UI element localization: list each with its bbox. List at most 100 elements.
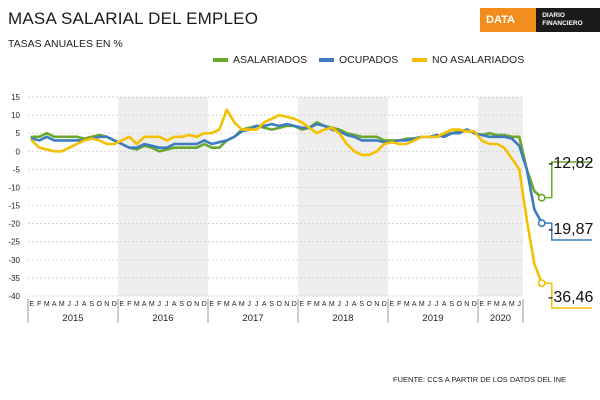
legend-swatch-no-asalariados — [412, 58, 427, 62]
year-label: 2019 — [422, 313, 443, 324]
datadf-logo: DATA DF DIARIO FINANCIERO — [480, 8, 600, 50]
end-label-leader-asalariados — [541, 161, 592, 199]
month-tick-label: D — [292, 301, 297, 308]
month-tick-label: J — [428, 301, 432, 308]
y-tick-label: -5 — [13, 165, 21, 174]
legend-item-asalariados: ASALARIADOS — [213, 54, 307, 66]
month-tick-label: E — [479, 301, 484, 308]
month-tick-label: S — [269, 301, 274, 308]
month-tick-label: A — [502, 301, 507, 308]
year-band-2020 — [478, 97, 523, 296]
month-tick-label: S — [89, 301, 94, 308]
chart-title: MASA SALARIAL DEL EMPLEO — [8, 9, 259, 28]
series-line-no-asalariados — [30, 108, 544, 285]
month-tick-label: S — [359, 301, 364, 308]
month-tick-label: M — [44, 301, 50, 308]
legend-label-asalariados: ASALARIADOS — [233, 54, 308, 66]
month-tick-label: N — [374, 301, 379, 308]
series-line-asalariados — [30, 121, 544, 199]
legend-label-ocupados: OCUPADOS — [339, 54, 399, 66]
y-tick-label: -40 — [8, 292, 20, 301]
month-tick-label: E — [299, 301, 304, 308]
month-tick-label: E — [119, 301, 124, 308]
month-tick-label: M — [419, 301, 425, 308]
month-tick-label: E — [29, 301, 34, 308]
month-tick-label: N — [194, 301, 199, 308]
chart-legend: ASALARIADOS OCUPADOS NO ASALARIADOS — [0, 54, 600, 70]
y-tick-label: -15 — [8, 202, 20, 211]
end-value-label-no-asalariados: -36,46 — [548, 289, 593, 306]
chart-subtitle: TASAS ANUALES EN % — [8, 38, 123, 50]
month-tick-label: M — [509, 301, 515, 308]
month-tick-label: A — [52, 301, 57, 308]
y-tick-label: 15 — [11, 93, 20, 102]
y-tick-label: 5 — [16, 129, 21, 138]
logo-datadf-text: DATA DF — [480, 8, 537, 50]
year-band-2016 — [118, 97, 208, 296]
month-tick-label: A — [442, 301, 447, 308]
end-value-label-asalariados: -12,82 — [548, 155, 593, 172]
legend-swatch-asalariados — [213, 58, 228, 62]
month-tick-label: F — [217, 301, 221, 308]
month-tick-label: M — [239, 301, 245, 308]
year-label: 2017 — [242, 313, 263, 324]
month-tick-label: M — [149, 301, 155, 308]
month-tick-label: O — [367, 301, 373, 308]
month-tick-label: O — [277, 301, 283, 308]
end-point-marker-asalariados — [537, 193, 546, 202]
month-tick-label: F — [307, 301, 311, 308]
y-tick-label: -30 — [8, 256, 20, 265]
month-tick-label: J — [68, 301, 72, 308]
end-label-leader-no-asalariados — [541, 282, 592, 309]
month-tick-label: J — [435, 301, 439, 308]
month-tick-label: M — [494, 301, 500, 308]
month-tick-label: N — [464, 301, 469, 308]
month-tick-label: M — [329, 301, 335, 308]
month-tick-label: J — [518, 301, 522, 308]
year-label: 2015 — [62, 313, 83, 324]
legend-item-ocupados: OCUPADOS — [319, 54, 398, 66]
month-tick-label: A — [322, 301, 327, 308]
month-tick-label: M — [224, 301, 230, 308]
y-tick-label: -20 — [8, 220, 20, 229]
month-tick-label: N — [104, 301, 109, 308]
month-tick-label: F — [487, 301, 491, 308]
end-label-leader-ocupados — [541, 222, 592, 241]
month-tick-label: A — [82, 301, 87, 308]
month-tick-label: J — [345, 301, 349, 308]
month-tick-label: J — [248, 301, 252, 308]
month-tick-label: J — [165, 301, 169, 308]
month-tick-label: M — [134, 301, 140, 308]
year-label: 2018 — [332, 313, 353, 324]
month-tick-label: J — [255, 301, 259, 308]
legend-item-no-asalariados: NO ASALARIADOS — [412, 54, 524, 66]
series-line-ocupados — [30, 122, 544, 225]
month-tick-label: E — [209, 301, 214, 308]
month-tick-label: D — [472, 301, 477, 308]
month-tick-label: D — [112, 301, 117, 308]
month-tick-label: O — [457, 301, 463, 308]
month-tick-label: S — [179, 301, 184, 308]
end-point-marker-no-asalariados — [537, 279, 546, 288]
year-label: 2020 — [490, 313, 511, 324]
y-tick-label: -25 — [8, 238, 20, 247]
legend-label-no-asalariados: NO ASALARIADOS — [432, 54, 525, 66]
month-tick-label: S — [449, 301, 454, 308]
month-tick-label: A — [232, 301, 237, 308]
month-tick-label: M — [404, 301, 410, 308]
month-tick-label: M — [314, 301, 320, 308]
legend-swatch-ocupados — [319, 58, 334, 62]
source-note: FUENTE: CCS A PARTIR DE LOS DATOS DEL IN… — [393, 375, 566, 384]
y-tick-label: -10 — [8, 183, 20, 192]
month-tick-label: A — [142, 301, 147, 308]
month-tick-label: F — [397, 301, 401, 308]
year-label: 2016 — [152, 313, 173, 324]
month-tick-label: J — [75, 301, 79, 308]
month-tick-label: J — [158, 301, 162, 308]
month-tick-label: O — [187, 301, 193, 308]
end-value-label-ocupados: -19,87 — [548, 221, 593, 238]
y-tick-label: 0 — [16, 147, 21, 156]
month-tick-label: A — [262, 301, 267, 308]
month-tick-label: D — [202, 301, 207, 308]
